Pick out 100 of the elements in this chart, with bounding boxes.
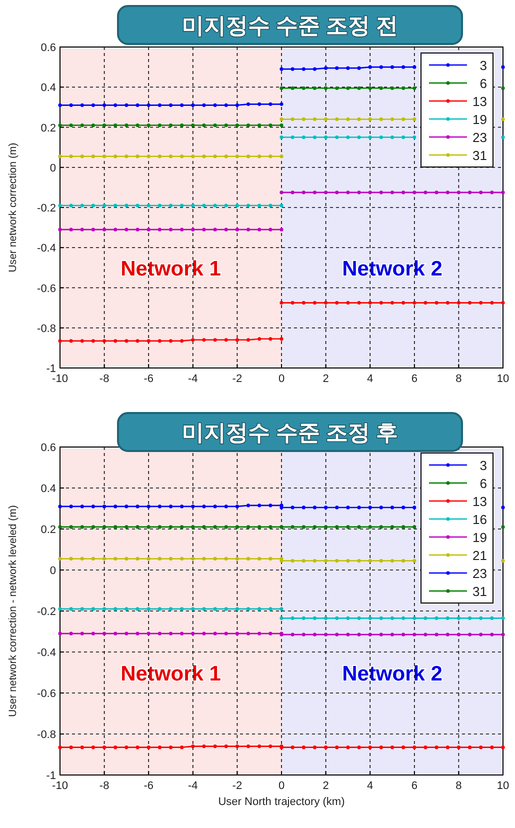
point [402, 616, 406, 620]
point [202, 123, 206, 128]
point [224, 632, 228, 636]
point [357, 525, 361, 529]
point [335, 525, 339, 529]
point [146, 228, 150, 232]
point [180, 607, 184, 611]
point [158, 556, 162, 561]
point [258, 504, 262, 508]
point [479, 746, 483, 750]
chart-title: 미지정수 수준 조정 후 [182, 420, 398, 445]
point [246, 607, 250, 611]
point [158, 504, 162, 508]
point [346, 616, 350, 620]
point [124, 607, 128, 611]
point [168, 607, 173, 611]
point [202, 607, 206, 611]
point [501, 558, 505, 563]
point [202, 504, 206, 508]
point [346, 135, 350, 140]
point [290, 190, 294, 194]
point [213, 744, 217, 748]
point [69, 525, 73, 529]
point [456, 616, 460, 620]
point [235, 504, 239, 508]
point [446, 190, 450, 194]
point [335, 616, 339, 620]
point [312, 525, 317, 529]
point [357, 300, 361, 305]
point [213, 556, 217, 561]
x-tick-label: 8 [456, 373, 462, 385]
point [346, 525, 350, 529]
point [335, 135, 339, 140]
point [69, 746, 73, 750]
point [335, 558, 339, 563]
y-axis-title: User network correction (m) [7, 142, 19, 272]
point [424, 632, 428, 636]
point [412, 558, 416, 563]
point [501, 117, 505, 122]
point [168, 204, 173, 208]
point [80, 556, 84, 561]
point [158, 746, 162, 750]
legend-label: 31 [472, 584, 487, 599]
point [434, 190, 438, 194]
point [158, 204, 162, 208]
point [246, 556, 250, 561]
point [191, 556, 195, 561]
point [168, 525, 173, 529]
point [335, 66, 339, 70]
x-tick-label: -4 [188, 373, 198, 385]
point [268, 204, 272, 208]
point [335, 190, 339, 194]
point [379, 558, 383, 563]
point [191, 123, 195, 128]
point [146, 154, 150, 158]
point [213, 204, 217, 208]
point [490, 616, 494, 620]
point [69, 339, 73, 343]
legend-label: 13 [472, 94, 487, 109]
point [158, 607, 162, 611]
point [290, 525, 294, 529]
point [191, 607, 195, 611]
point [235, 228, 239, 232]
point [102, 339, 106, 343]
point [114, 103, 118, 107]
point [213, 525, 217, 529]
point [290, 632, 294, 636]
point [58, 204, 62, 208]
point [357, 506, 361, 510]
legend-label: 31 [472, 148, 487, 163]
point [268, 154, 272, 158]
point [456, 300, 460, 305]
point [168, 556, 173, 561]
point [335, 86, 339, 90]
x-tick-label: -10 [52, 780, 68, 792]
point [168, 504, 173, 508]
point [191, 744, 195, 748]
point [268, 556, 272, 561]
point [302, 506, 306, 510]
point [258, 556, 262, 561]
point [180, 339, 184, 343]
point [102, 746, 106, 750]
point [324, 746, 328, 750]
point [312, 86, 317, 90]
x-tick-label: 2 [322, 373, 329, 385]
point [412, 65, 416, 69]
point [402, 190, 406, 194]
point [280, 616, 284, 620]
point [324, 117, 328, 122]
point [136, 103, 140, 107]
y-tick-label: 0.6 [40, 442, 56, 454]
point [302, 190, 306, 194]
point [235, 607, 239, 611]
legend-label: 6 [480, 76, 487, 91]
point [280, 607, 284, 611]
point [402, 632, 406, 636]
point [302, 67, 306, 71]
point [136, 504, 140, 508]
point [468, 300, 472, 305]
point [424, 190, 428, 194]
